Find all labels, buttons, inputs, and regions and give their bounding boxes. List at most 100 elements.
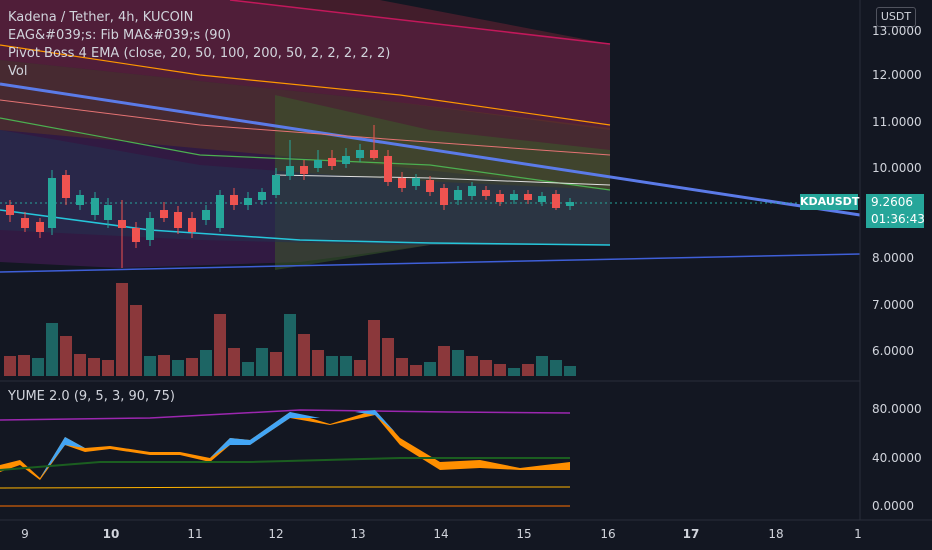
candle-body[interactable] bbox=[62, 175, 70, 198]
candle-body[interactable] bbox=[272, 175, 280, 195]
candle-body[interactable] bbox=[412, 178, 420, 186]
candle-body[interactable] bbox=[91, 198, 99, 215]
osc-axis-label: 40.0000 bbox=[872, 451, 922, 465]
candle-body[interactable] bbox=[6, 205, 14, 215]
candle-body[interactable] bbox=[174, 212, 182, 228]
candle-body[interactable] bbox=[440, 188, 448, 205]
indicator-fib-ma[interactable]: EAG&#039;s: Fib MA&#039;s (90) bbox=[8, 28, 231, 43]
candle-body[interactable] bbox=[202, 210, 210, 220]
indicator-pivot-boss[interactable]: Pivot Boss 4 EMA (close, 20, 50, 100, 20… bbox=[8, 46, 391, 61]
bar-countdown: 01:36:43 bbox=[871, 212, 925, 226]
volume-bar bbox=[270, 352, 282, 376]
candle-body[interactable] bbox=[36, 222, 44, 232]
time-axis-label: 9 bbox=[21, 527, 29, 541]
candle-body[interactable] bbox=[552, 194, 560, 208]
ma-line-magenta bbox=[229, 0, 611, 45]
volume-bar bbox=[200, 350, 212, 376]
volume-bar bbox=[494, 364, 506, 376]
time-axis-label: 13 bbox=[350, 527, 366, 541]
candle-body[interactable] bbox=[244, 198, 252, 205]
candle-body[interactable] bbox=[538, 196, 546, 202]
volume-bar bbox=[522, 364, 534, 376]
candle-body[interactable] bbox=[356, 150, 364, 158]
trendline-down[interactable] bbox=[0, 82, 861, 217]
candle-body[interactable] bbox=[398, 178, 406, 188]
volume-bar bbox=[536, 356, 548, 376]
volume-series bbox=[4, 283, 576, 376]
oscillator-legend[interactable]: YUME 2.0 (9, 5, 3, 90, 75) bbox=[8, 389, 175, 404]
price-axis-label: 13.0000 bbox=[872, 24, 922, 38]
candle-body[interactable] bbox=[258, 192, 266, 200]
candle-body[interactable] bbox=[510, 194, 518, 200]
candle-body[interactable] bbox=[384, 156, 392, 182]
candle-body[interactable] bbox=[76, 195, 84, 205]
volume-bar bbox=[32, 358, 44, 376]
candle-body[interactable] bbox=[328, 158, 336, 166]
indicator-volume[interactable]: Vol bbox=[8, 64, 28, 79]
candle-body[interactable] bbox=[48, 178, 56, 228]
volume-bar bbox=[452, 350, 464, 376]
volume-bar bbox=[172, 360, 184, 376]
volume-bar bbox=[424, 362, 436, 376]
candle-body[interactable] bbox=[370, 150, 378, 158]
volume-bar bbox=[284, 314, 296, 376]
candle-body[interactable] bbox=[118, 220, 126, 228]
candle-body[interactable] bbox=[524, 194, 532, 200]
candle-body[interactable] bbox=[566, 202, 574, 206]
volume-bar bbox=[396, 358, 408, 376]
volume-bar bbox=[508, 368, 520, 376]
currency-selector[interactable]: USDT bbox=[876, 7, 916, 27]
candle-body[interactable] bbox=[468, 186, 476, 196]
volume-bar bbox=[144, 356, 156, 376]
volume-bar bbox=[116, 283, 128, 376]
volume-bar bbox=[60, 336, 72, 376]
symbol-title[interactable]: Kadena / Tether, 4h, KUCOIN bbox=[8, 10, 194, 25]
volume-bar bbox=[242, 362, 254, 376]
candle-body[interactable] bbox=[482, 190, 490, 196]
chart-legend: Kadena / Tether, 4h, KUCOIN EAG&#039;s: … bbox=[8, 9, 390, 81]
ma-line-orange bbox=[0, 44, 611, 126]
candle-body[interactable] bbox=[104, 205, 112, 220]
candle-body[interactable] bbox=[496, 194, 504, 202]
candle-body[interactable] bbox=[188, 218, 196, 232]
trendline-support[interactable] bbox=[0, 253, 861, 273]
price-axis-label: 6.0000 bbox=[872, 344, 914, 358]
candle-body[interactable] bbox=[160, 210, 168, 218]
volume-bar bbox=[550, 360, 562, 376]
volume-bar bbox=[74, 354, 86, 376]
candle-body[interactable] bbox=[286, 166, 294, 176]
candle-body[interactable] bbox=[21, 218, 29, 228]
candle-body[interactable] bbox=[426, 180, 434, 192]
last-price-value: 9.2606 bbox=[871, 195, 913, 209]
volume-bar bbox=[46, 323, 58, 376]
volume-bar bbox=[4, 356, 16, 376]
volume-bar bbox=[326, 356, 338, 376]
time-axis-label: 12 bbox=[268, 527, 284, 541]
price-axis-label: 8.0000 bbox=[872, 251, 914, 265]
candle-body[interactable] bbox=[314, 160, 322, 168]
volume-bar bbox=[298, 334, 310, 376]
volume-bar bbox=[368, 320, 380, 376]
candle-body[interactable] bbox=[300, 166, 308, 174]
volume-bar bbox=[214, 314, 226, 376]
volume-bar bbox=[480, 360, 492, 376]
candle-body[interactable] bbox=[132, 228, 140, 242]
osc-lower-line bbox=[0, 486, 570, 489]
volume-bar bbox=[88, 358, 100, 376]
candle-body[interactable] bbox=[342, 156, 350, 164]
volume-bar bbox=[340, 356, 352, 376]
candle-body[interactable] bbox=[146, 218, 154, 240]
candlestick-series[interactable] bbox=[6, 125, 574, 268]
volume-bar bbox=[102, 360, 114, 376]
candle-body[interactable] bbox=[216, 195, 224, 228]
price-axis-label: 12.0000 bbox=[872, 68, 922, 82]
osc-band-blue-3 bbox=[355, 410, 395, 432]
volume-bar bbox=[354, 360, 366, 376]
osc-signal-line bbox=[0, 457, 570, 471]
time-axis-label: 14 bbox=[433, 527, 449, 541]
price-axis-label: 11.0000 bbox=[872, 115, 922, 129]
time-axis-label: 16 bbox=[600, 527, 616, 541]
candle-body[interactable] bbox=[230, 195, 238, 205]
candle-body[interactable] bbox=[454, 190, 462, 200]
